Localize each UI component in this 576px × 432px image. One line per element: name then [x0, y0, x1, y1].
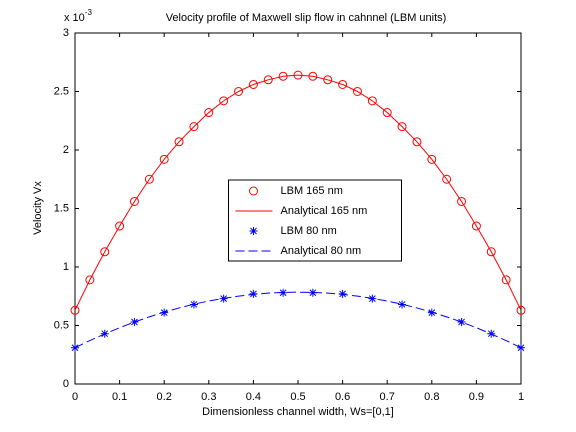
- circle-marker: [427, 154, 437, 164]
- circle-marker: [323, 75, 333, 85]
- star-marker: [130, 317, 139, 326]
- y-tick-label: 3: [63, 27, 69, 39]
- x-tick-label: 0.3: [201, 391, 216, 403]
- x-tick-label: 1: [518, 391, 524, 403]
- x-tick-label: 0.9: [469, 391, 484, 403]
- circle-marker: [516, 305, 526, 315]
- x-tick-label: 0.4: [246, 391, 261, 403]
- y-tick-label: 0: [63, 378, 69, 390]
- circle-marker: [189, 122, 199, 132]
- chart-title: Velocity profile of Maxwell slip flow in…: [166, 12, 447, 24]
- star-marker: [249, 227, 258, 235]
- x-tick-label: 0.8: [424, 391, 439, 403]
- circle-marker: [352, 87, 362, 96]
- circle-marker: [412, 137, 422, 147]
- y-axis-label: Velocity Vx: [32, 181, 44, 235]
- y-tick-label: 2.5: [54, 85, 69, 97]
- circle-marker: [442, 174, 452, 184]
- star-marker: [398, 300, 407, 309]
- circle-marker: [457, 196, 467, 206]
- star-marker: [308, 288, 317, 297]
- y-tick-label: 1.5: [54, 202, 69, 214]
- circle-marker: [249, 186, 258, 196]
- circle-marker: [471, 221, 481, 231]
- x-tick-label: 0: [72, 391, 78, 403]
- circle-marker: [159, 154, 169, 164]
- star-marker: [189, 300, 198, 309]
- circle-marker: [248, 79, 258, 89]
- circle-marker: [382, 108, 392, 118]
- circle-marker: [486, 247, 496, 257]
- legend-label: LBM 80 nm: [281, 225, 337, 237]
- circle-marker: [100, 247, 110, 257]
- circle-marker: [85, 275, 95, 285]
- circle-marker: [397, 122, 407, 132]
- circle-marker: [234, 87, 244, 96]
- y-tick-label: 1: [63, 261, 69, 273]
- axis-multiplier: x 10-3: [64, 8, 92, 24]
- circle-marker: [338, 79, 348, 89]
- circle-marker: [174, 137, 184, 147]
- series-line: [74, 74, 522, 311]
- star-marker: [457, 317, 466, 326]
- circle-marker: [129, 196, 139, 206]
- star-marker: [279, 288, 288, 297]
- circle-marker: [144, 174, 154, 184]
- legend-label: Analytical 80 nm: [281, 245, 362, 257]
- circle-marker: [219, 96, 229, 106]
- x-tick-label: 0.7: [380, 391, 395, 403]
- multiplier-exponent: -3: [85, 8, 93, 17]
- legend-box: [228, 179, 402, 262]
- circle-marker: [263, 75, 273, 85]
- multiplier-base: x 10: [64, 12, 85, 24]
- circle-marker: [115, 221, 125, 231]
- x-tick-label: 0.6: [335, 391, 350, 403]
- x-axis-label: Dimensionless channel width, Ws=[0,1]: [202, 406, 394, 418]
- circle-marker: [501, 275, 511, 285]
- legend-label: Analytical 165 nm: [281, 205, 368, 217]
- series-line: [74, 291, 522, 349]
- legend-label: LBM 165 nm: [281, 185, 343, 197]
- x-tick-label: 0.5: [290, 391, 305, 403]
- legend: LBM 165 nm Analytical 165 nm LBM 80 nm Anal…: [228, 179, 402, 262]
- y-tick-label: 0.5: [54, 319, 69, 331]
- x-tick-label: 0.2: [157, 391, 172, 403]
- circle-marker: [367, 96, 377, 106]
- circle-marker: [70, 305, 80, 315]
- circle-marker: [204, 108, 214, 118]
- y-tick-label: 2: [63, 144, 69, 156]
- x-tick-label: 0.1: [112, 391, 127, 403]
